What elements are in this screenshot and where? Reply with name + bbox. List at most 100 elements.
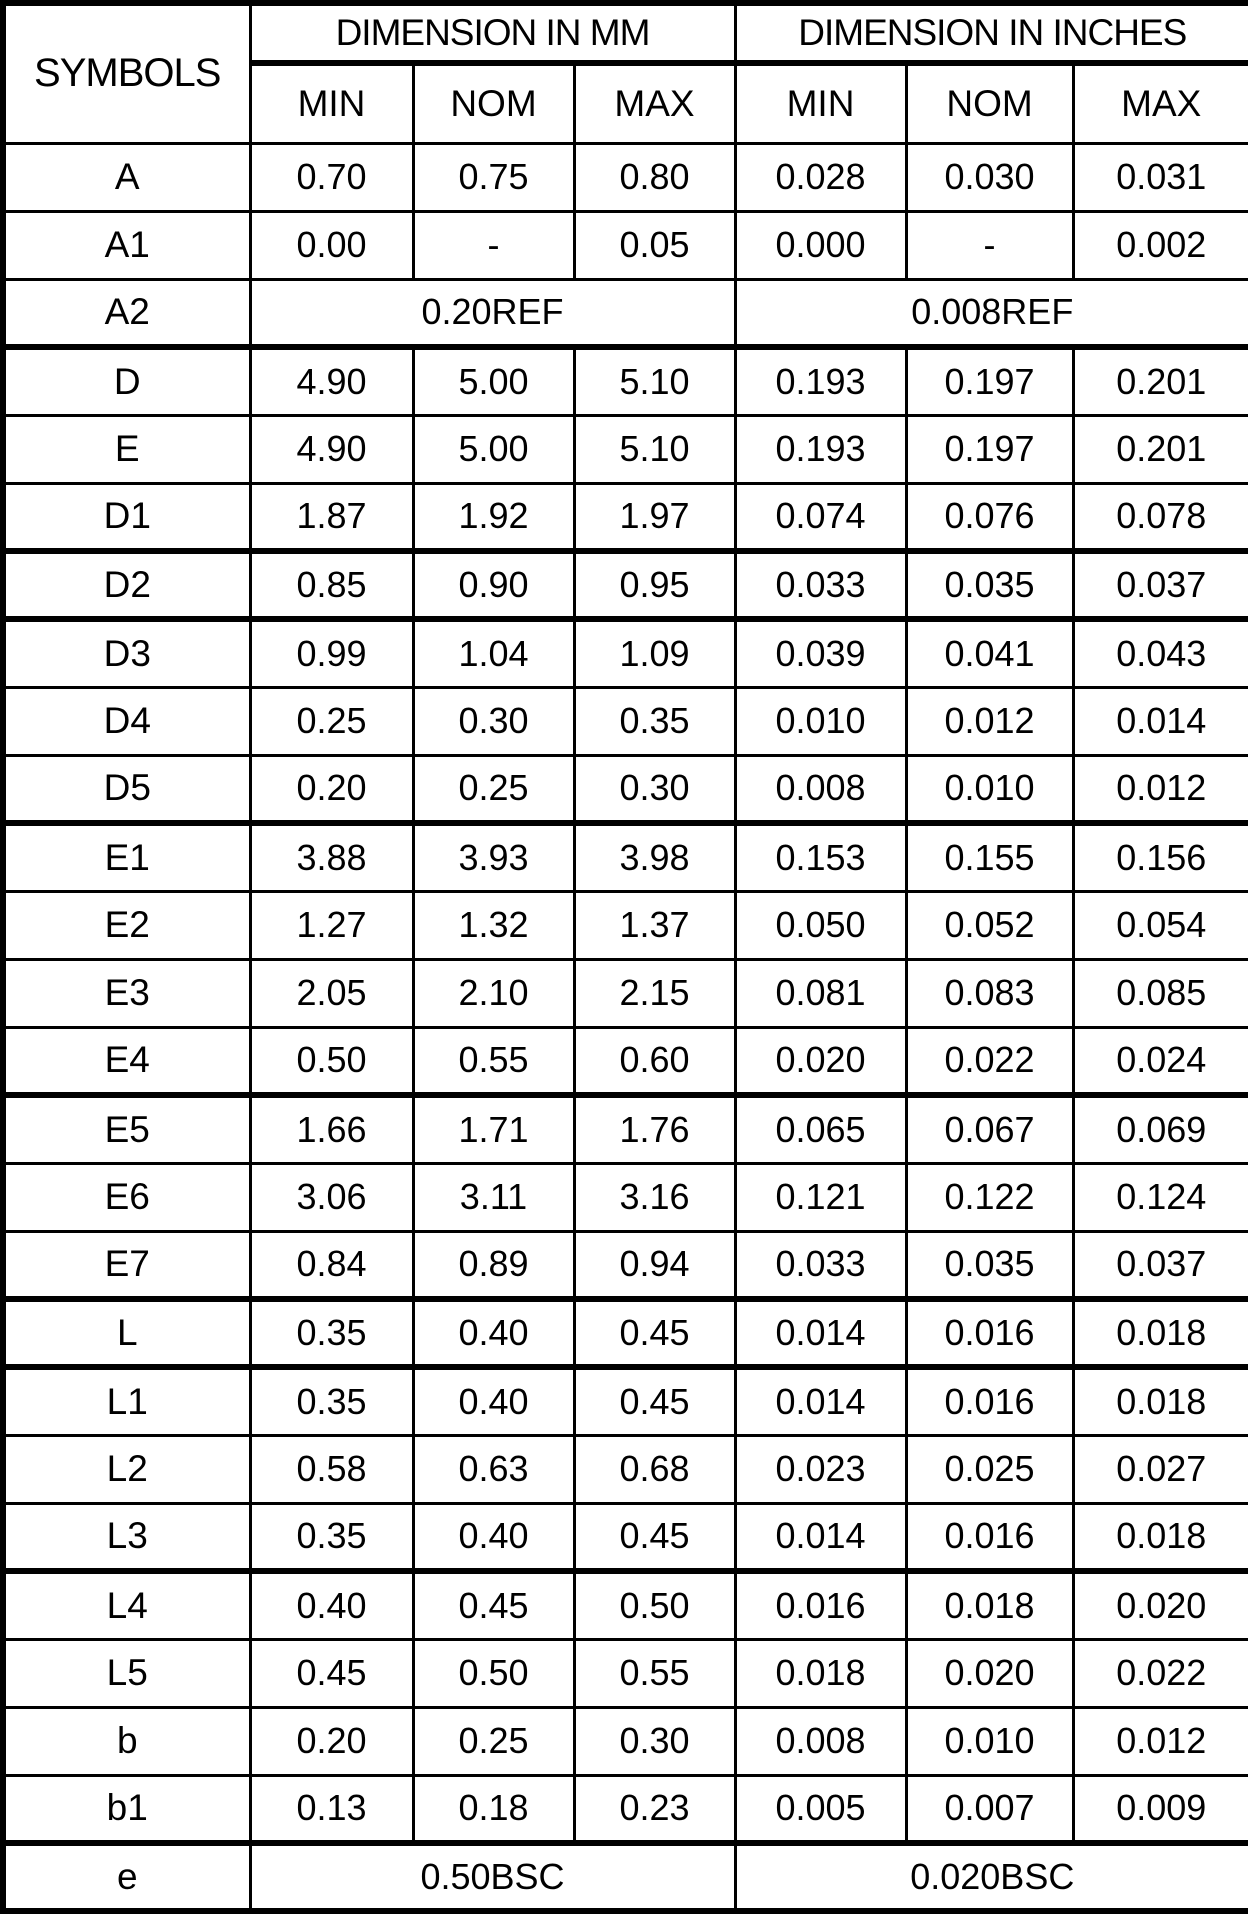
inches-nom-value-cell: 0.076 (904, 481, 1075, 554)
inches-nom-value-cell: - (904, 209, 1075, 281)
inches-max-value-cell: 0.069 (1071, 1093, 1248, 1165)
inches-nom-value-cell: 0.067 (904, 1093, 1075, 1165)
table-row: D1 1.87 1.92 1.97 0.074 0.076 0.078 (1, 481, 1248, 554)
symbol-cell: L2 (1, 1433, 252, 1505)
table-row: b 0.20 0.25 0.30 0.008 0.010 0.012 (1, 1705, 1248, 1777)
inches-min-value-cell: 0.014 (733, 1365, 908, 1437)
mm-min-value-cell: 0.99 (248, 617, 415, 689)
inches-max-value-cell: 0.054 (1071, 889, 1248, 961)
symbol-cell: L (1, 1297, 252, 1370)
inches-max-value-cell: 0.009 (1071, 1773, 1248, 1846)
table-row: A1 0.00-0.05 0.000-0.002 (1, 209, 1248, 281)
mm-max-value-cell: 0.68 (572, 1433, 737, 1505)
mm-max-value-cell: 0.45 (572, 1297, 737, 1370)
inches-min-value-cell: 0.039 (733, 617, 908, 689)
table-row: D 4.90 5.00 5.10 0.193 0.197 0.201 (1, 345, 1248, 417)
inches-group-header: DIMENSION IN INCHES (733, 1, 1248, 66)
inches-max-value-cell: 0.031 (1071, 141, 1248, 213)
mm-nom-value-cell: 0.45 (411, 1569, 576, 1641)
inches-max-value-cell: 0.078 (1071, 481, 1248, 554)
mm-max-value-cell: 0.94 (572, 1229, 737, 1302)
inches-nom-value-cell: 0.197 (904, 345, 1075, 417)
inches-max-value-cell: 0.020 (1071, 1569, 1248, 1641)
inches-min-value-cell: 0.153 (733, 821, 908, 893)
mm-nom-value-cell: 0.89 (411, 1229, 576, 1302)
symbol-cell: b (1, 1705, 252, 1777)
mm-max-value-cell: 0.45 (572, 1365, 737, 1437)
inches-max-value-cell: 0.201 (1071, 413, 1248, 485)
inches-min-value-cell: 0.050 (733, 889, 908, 961)
mm-min-value-cell: 0.45 (248, 1637, 415, 1709)
inches-max-value-cell: 0.037 (1071, 1229, 1248, 1302)
mm-min-value-cell: 1.66 (248, 1093, 415, 1165)
inches-merged-value-cell: 0.020BSC (733, 1841, 1248, 1913)
inches-min-value-cell: 0.121 (733, 1161, 908, 1233)
symbol-cell: L5 (1, 1637, 252, 1709)
table-row: L 0.35 0.40 0.45 0.014 0.016 0.018 (1, 1297, 1248, 1370)
symbol-cell: D2 (1, 549, 252, 622)
table-row: E 4.90 5.00 5.10 0.193 0.197 0.201 (1, 413, 1248, 485)
mm-nom-value-cell: 1.71 (411, 1093, 576, 1165)
mm-max-value-cell: 0.30 (572, 1705, 737, 1777)
mm-min-value-cell: 0.70 (248, 141, 415, 213)
mm-nom-value-cell: 0.90 (411, 549, 576, 622)
mm-nom-value-cell: 0.75 (411, 141, 576, 213)
inches-nom-value-cell: 0.030 (904, 141, 1075, 213)
mm-max-value-cell: 0.60 (572, 1025, 737, 1098)
inches-nom-value-cell: 0.035 (904, 549, 1075, 622)
table-row: L5 0.45 0.50 0.55 0.018 0.020 0.022 (1, 1637, 1248, 1709)
table-row: L2 0.58 0.63 0.68 0.023 0.025 0.027 (1, 1433, 1248, 1505)
symbol-cell: D (1, 345, 252, 417)
mm-max-value-cell: 1.37 (572, 889, 737, 961)
table-row: L3 0.35 0.40 0.45 0.014 0.016 0.018 (1, 1501, 1248, 1574)
inches-min-value-cell: 0.010 (733, 685, 908, 757)
symbol-cell: D1 (1, 481, 252, 554)
inches-max-value-cell: 0.085 (1071, 957, 1248, 1029)
table-row: e 0.50BSC 0.020BSC (1, 1841, 1248, 1913)
inches-min-value-cell: 0.000 (733, 209, 908, 281)
table-row: A2 0.20REF 0.008REF (1, 277, 1248, 350)
mm-max-value-cell: 0.45 (572, 1501, 737, 1574)
inches-min-value-cell: 0.193 (733, 345, 908, 417)
mm-max-value-cell: 0.95 (572, 549, 737, 622)
inches-max-value-cell: 0.024 (1071, 1025, 1248, 1098)
inches-merged-value-cell: 0.008REF (733, 277, 1248, 350)
mm-nom-value-cell: 1.32 (411, 889, 576, 961)
mm-min-value-cell: 0.35 (248, 1297, 415, 1370)
table-row: A 0.70 0.75 0.80 0.028 0.030 0.031 (1, 141, 1248, 213)
inches-nom-value-cell: 0.010 (904, 1705, 1075, 1777)
inches-max-value-cell: 0.027 (1071, 1433, 1248, 1505)
mm-min-value-cell: 3.06 (248, 1161, 415, 1233)
table-row: L4 0.40 0.45 0.50 0.016 0.018 0.020 (1, 1569, 1248, 1641)
mm-min-value-cell: 0.50 (248, 1025, 415, 1098)
symbol-cell: E4 (1, 1025, 252, 1098)
col-header-nom-mm: NOM (411, 61, 576, 145)
mm-max-value-cell: 3.16 (572, 1161, 737, 1233)
mm-nom-value-cell: 0.30 (411, 685, 576, 757)
mm-max-value-cell: 0.05 (572, 209, 737, 281)
mm-nom-value-cell: 0.40 (411, 1365, 576, 1437)
inches-max-value-cell: 0.012 (1071, 753, 1248, 826)
inches-nom-value-cell: 0.020 (904, 1637, 1075, 1709)
table-row: E1 3.88 3.93 3.98 0.153 0.155 0.156 (1, 821, 1248, 893)
mm-max-value-cell: 1.76 (572, 1093, 737, 1165)
inches-min-value-cell: 0.005 (733, 1773, 908, 1846)
inches-min-value-cell: 0.193 (733, 413, 908, 485)
mm-nom-value-cell: 3.93 (411, 821, 576, 893)
mm-min-value-cell: 0.20 (248, 753, 415, 826)
mm-nom-value-cell: 5.00 (411, 413, 576, 485)
inches-max-value-cell: 0.156 (1071, 821, 1248, 893)
mm-nom-value-cell: 0.40 (411, 1501, 576, 1574)
inches-min-value-cell: 0.014 (733, 1501, 908, 1574)
symbol-cell: e (1, 1841, 252, 1913)
inches-nom-value-cell: 0.155 (904, 821, 1075, 893)
symbol-cell: b1 (1, 1773, 252, 1846)
table-row: E7 0.84 0.89 0.94 0.033 0.035 0.037 (1, 1229, 1248, 1302)
mm-nom-value-cell: 1.04 (411, 617, 576, 689)
mm-nom-value-cell: 0.25 (411, 753, 576, 826)
sub-header-row: MIN NOM MAX MIN NOM MAX (3, 61, 1248, 145)
inches-nom-value-cell: 0.035 (904, 1229, 1075, 1302)
group-header-row: SYMBOLS DIMENSION IN MM DIMENSION IN INC… (1, 1, 1248, 145)
mm-min-value-cell: 0.84 (248, 1229, 415, 1302)
